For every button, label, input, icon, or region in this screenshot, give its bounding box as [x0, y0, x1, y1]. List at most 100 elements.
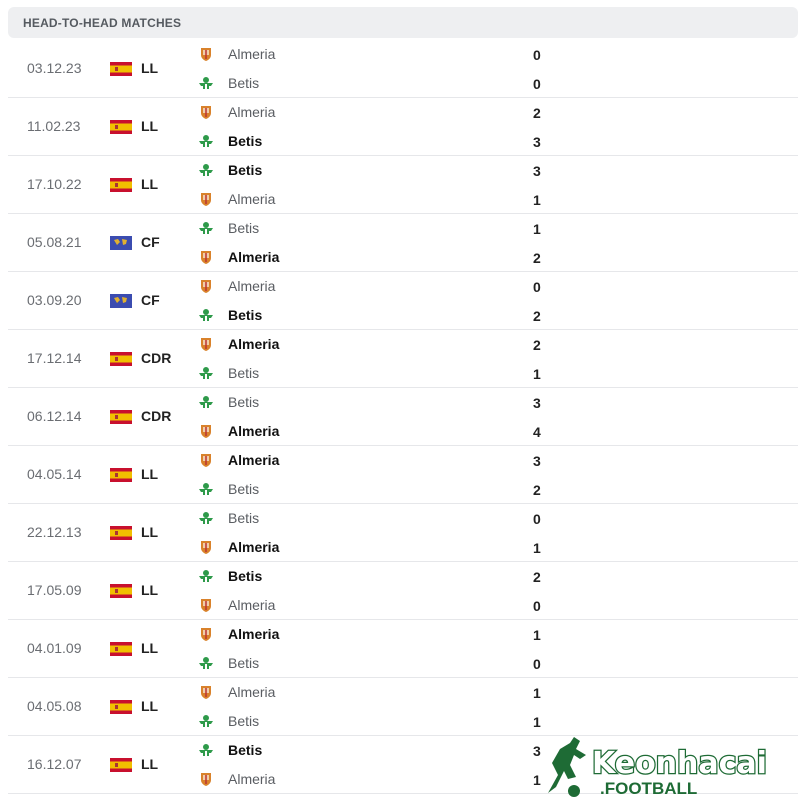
away-team-name: Almeria — [228, 423, 280, 439]
match-row[interactable]: 17.05.09 LL Betis Almeria 2 0 — [8, 562, 798, 620]
home-score: 3 — [533, 743, 541, 759]
match-row[interactable]: 04.05.14 LL Almeria Betis 3 2 — [8, 446, 798, 504]
away-score: 1 — [533, 714, 541, 730]
home-score: 1 — [533, 627, 541, 643]
betis-crest-icon — [199, 367, 213, 379]
match-date: 17.10.22 — [27, 176, 82, 192]
almeria-crest-icon — [201, 686, 211, 699]
spain-flag-icon — [110, 410, 132, 424]
home-team: Betis — [198, 218, 259, 238]
away-score: 2 — [533, 308, 541, 324]
match-row[interactable]: 17.10.22 LL Betis Almeria 3 1 — [8, 156, 798, 214]
competition-code: CDR — [141, 350, 172, 366]
home-score: 2 — [533, 569, 541, 585]
spain-flag-icon — [110, 178, 132, 192]
betis-crest-icon — [199, 483, 213, 495]
betis-crest-icon — [199, 164, 213, 176]
almeria-crest-icon — [201, 454, 211, 467]
match-row[interactable]: 04.01.09 LL Almeria Betis 1 0 — [8, 620, 798, 678]
almeria-crest-icon — [201, 280, 211, 293]
home-score: 0 — [533, 511, 541, 527]
match-date: 06.12.14 — [27, 408, 82, 424]
competition-code: CF — [141, 292, 160, 308]
competition-code: LL — [141, 640, 159, 656]
away-score: 0 — [533, 598, 541, 614]
away-team-name: Almeria — [228, 771, 276, 787]
away-score: 0 — [533, 656, 541, 672]
match-date: 16.12.07 — [27, 756, 82, 772]
home-team: Betis — [198, 160, 262, 180]
away-score: 2 — [533, 250, 541, 266]
match-row[interactable]: 16.12.07 LL Betis Almeria 3 1 — [8, 736, 798, 794]
away-team: Betis — [198, 363, 259, 383]
match-row[interactable]: 04.05.08 LL Almeria Betis 1 1 — [8, 678, 798, 736]
away-team-name: Betis — [228, 365, 260, 381]
section-header: HEAD-TO-HEAD MATCHES — [8, 7, 798, 38]
betis-crest-icon — [199, 657, 213, 669]
home-score: 0 — [533, 47, 541, 63]
match-date: 17.12.14 — [27, 350, 82, 366]
away-team: Betis — [198, 73, 259, 93]
almeria-crest-icon — [201, 48, 211, 61]
away-team: Almeria — [198, 189, 275, 209]
away-score: 2 — [533, 482, 541, 498]
home-score: 3 — [533, 453, 541, 469]
away-score: 1 — [533, 192, 541, 208]
home-team-name: Almeria — [228, 336, 280, 352]
match-date: 03.09.20 — [27, 292, 82, 308]
competition-code: CDR — [141, 408, 172, 424]
home-score: 0 — [533, 279, 541, 295]
home-team: Betis — [198, 566, 262, 586]
home-team-name: Betis — [228, 742, 263, 758]
home-team: Betis — [198, 740, 262, 760]
almeria-crest-icon — [201, 773, 211, 786]
betis-crest-icon — [199, 77, 213, 89]
away-team-name: Almeria — [228, 191, 276, 207]
away-team: Betis — [198, 479, 259, 499]
competition-code: LL — [141, 466, 159, 482]
spain-flag-icon — [110, 584, 132, 598]
away-score: 4 — [533, 424, 541, 440]
match-row[interactable]: 05.08.21 CF Betis Almeria 1 2 — [8, 214, 798, 272]
betis-crest-icon — [199, 222, 213, 234]
spain-flag-icon — [110, 352, 132, 366]
home-team-name: Betis — [228, 220, 260, 236]
home-team: Almeria — [198, 450, 279, 470]
match-row[interactable]: 06.12.14 CDR Betis Almeria 3 4 — [8, 388, 798, 446]
home-score: 3 — [533, 395, 541, 411]
home-score: 2 — [533, 105, 541, 121]
match-row[interactable]: 03.09.20 CF Almeria Betis 0 2 — [8, 272, 798, 330]
competition-code: LL — [141, 756, 159, 772]
away-score: 1 — [533, 366, 541, 382]
betis-crest-icon — [199, 135, 213, 147]
home-team-name: Almeria — [228, 104, 276, 120]
away-team-name: Betis — [228, 481, 260, 497]
home-team-name: Almeria — [228, 684, 276, 700]
away-team-name: Betis — [228, 655, 260, 671]
match-date: 11.02.23 — [27, 118, 81, 134]
match-row[interactable]: 11.02.23 LL Almeria Betis 2 3 — [8, 98, 798, 156]
match-date: 17.05.09 — [27, 582, 82, 598]
match-row[interactable]: 17.12.14 CDR Almeria Betis 2 1 — [8, 330, 798, 388]
betis-crest-icon — [199, 715, 213, 727]
almeria-crest-icon — [201, 628, 211, 641]
spain-flag-icon — [110, 120, 132, 134]
match-row[interactable]: 03.12.23 LL Almeria Betis 0 0 — [8, 40, 798, 98]
almeria-crest-icon — [201, 251, 211, 264]
world-flag-icon — [110, 294, 132, 308]
away-team-name: Almeria — [228, 597, 276, 613]
match-date: 03.12.23 — [27, 60, 82, 76]
home-team: Almeria — [198, 44, 275, 64]
home-team: Almeria — [198, 624, 279, 644]
spain-flag-icon — [110, 642, 132, 656]
almeria-crest-icon — [201, 193, 211, 206]
almeria-crest-icon — [201, 599, 211, 612]
spain-flag-icon — [110, 758, 132, 772]
watermark-logo: Keonhacai .FOOTBALL — [548, 737, 768, 798]
match-row[interactable]: 22.12.13 LL Betis Almeria 0 1 — [8, 504, 798, 562]
home-team: Betis — [198, 508, 259, 528]
competition-code: LL — [141, 582, 159, 598]
away-team: Betis — [198, 131, 262, 151]
svg-text:Keonhacai: Keonhacai — [592, 746, 767, 781]
away-team: Almeria — [198, 537, 279, 557]
